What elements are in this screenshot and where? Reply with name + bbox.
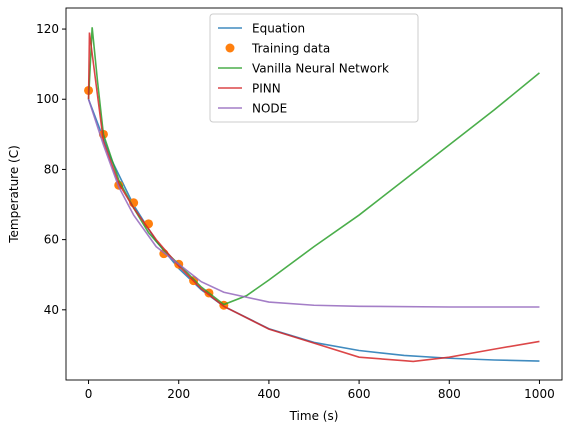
plot-area <box>84 27 540 363</box>
x-axis-label: Time (s) <box>289 409 339 423</box>
y-tick-label: 80 <box>44 162 59 176</box>
data-line <box>87 27 540 306</box>
legend-label: Vanilla Neural Network <box>252 62 389 76</box>
plot-frame <box>65 7 563 381</box>
x-tick-label: 400 <box>257 387 280 401</box>
x-tick-label: 600 <box>348 387 371 401</box>
x-tick-label: 1000 <box>524 387 555 401</box>
x-tick-label: 800 <box>438 387 461 401</box>
data-line <box>87 99 540 308</box>
y-tick-label: 120 <box>36 22 59 36</box>
legend-label: PINN <box>252 82 281 96</box>
y-tick-label: 40 <box>44 303 59 317</box>
y-tick-label: 60 <box>44 233 59 247</box>
x-tick-label: 200 <box>167 387 190 401</box>
legend-marker <box>225 43 235 53</box>
legend-label: NODE <box>252 102 287 116</box>
x-tick-label: 0 <box>85 387 93 401</box>
y-tick-label: 100 <box>36 92 59 106</box>
legend-label: Training data <box>251 42 330 56</box>
y-axis-label: Temperature (C) <box>7 145 21 244</box>
legend-box <box>209 13 419 123</box>
data-line <box>87 32 540 363</box>
legend-label: Equation <box>252 22 305 36</box>
data-line <box>87 98 540 362</box>
